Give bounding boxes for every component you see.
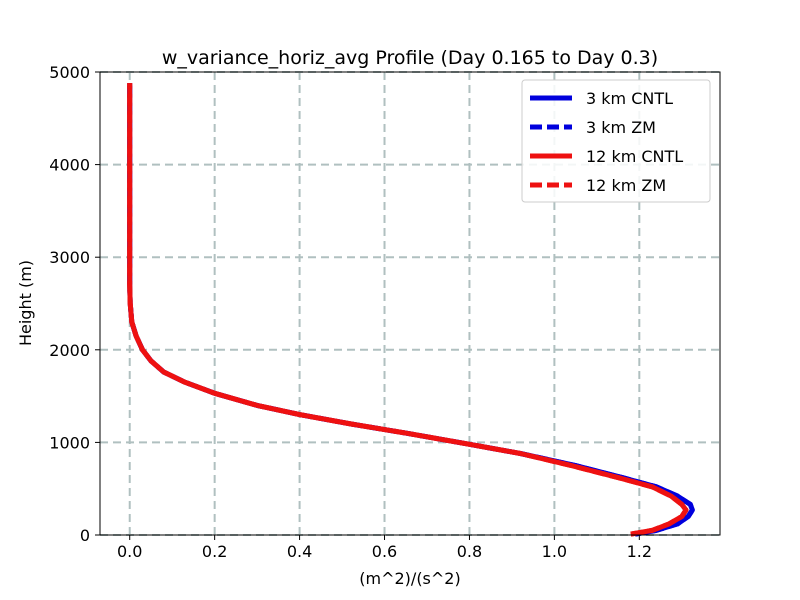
x-tick-label: 0.2: [202, 542, 227, 561]
plot-frame: [99, 71, 721, 536]
legend-label: 3 km CNTL: [586, 89, 673, 108]
y-tick-label: 3000: [49, 248, 90, 267]
x-tick-label: 0.8: [457, 542, 482, 561]
y-tick-label: 5000: [49, 63, 90, 82]
x-tick-label: 1.0: [542, 542, 567, 561]
y-tick-label: 1000: [49, 433, 90, 452]
legend-box: [521, 79, 711, 203]
legend-label: 3 km ZM: [586, 118, 656, 137]
series-layer: [127, 83, 695, 537]
series-line-12-km-cntl: [127, 83, 689, 537]
legend-label: 12 km ZM: [586, 176, 666, 195]
y-axis-ticks: 0 1000 2000 3000 4000 5000: [49, 63, 100, 545]
x-axis-ticks: 0.0 0.2 0.4 0.6 0.8 1.0 1.2: [117, 535, 652, 561]
x-tick-label: 0.4: [287, 542, 312, 561]
x-axis-label: (m^2)/(s^2): [359, 569, 460, 588]
legend-label: 12 km CNTL: [586, 147, 683, 166]
y-tick-label: 2000: [49, 341, 90, 360]
x-tick-label: 0.0: [117, 542, 142, 561]
x-tick-label: 0.6: [372, 542, 397, 561]
chart-title: w_variance_horiz_avg Profile (Day 0.165 …: [162, 47, 658, 69]
y-tick-label: 0: [80, 526, 90, 545]
y-tick-label: 4000: [49, 156, 90, 175]
x-tick-label: 1.2: [627, 542, 652, 561]
y-axis-label: Height (m): [16, 260, 35, 346]
legend: 3 km CNTL 3 km ZM 12 km CNTL 12 km ZM: [521, 79, 711, 203]
